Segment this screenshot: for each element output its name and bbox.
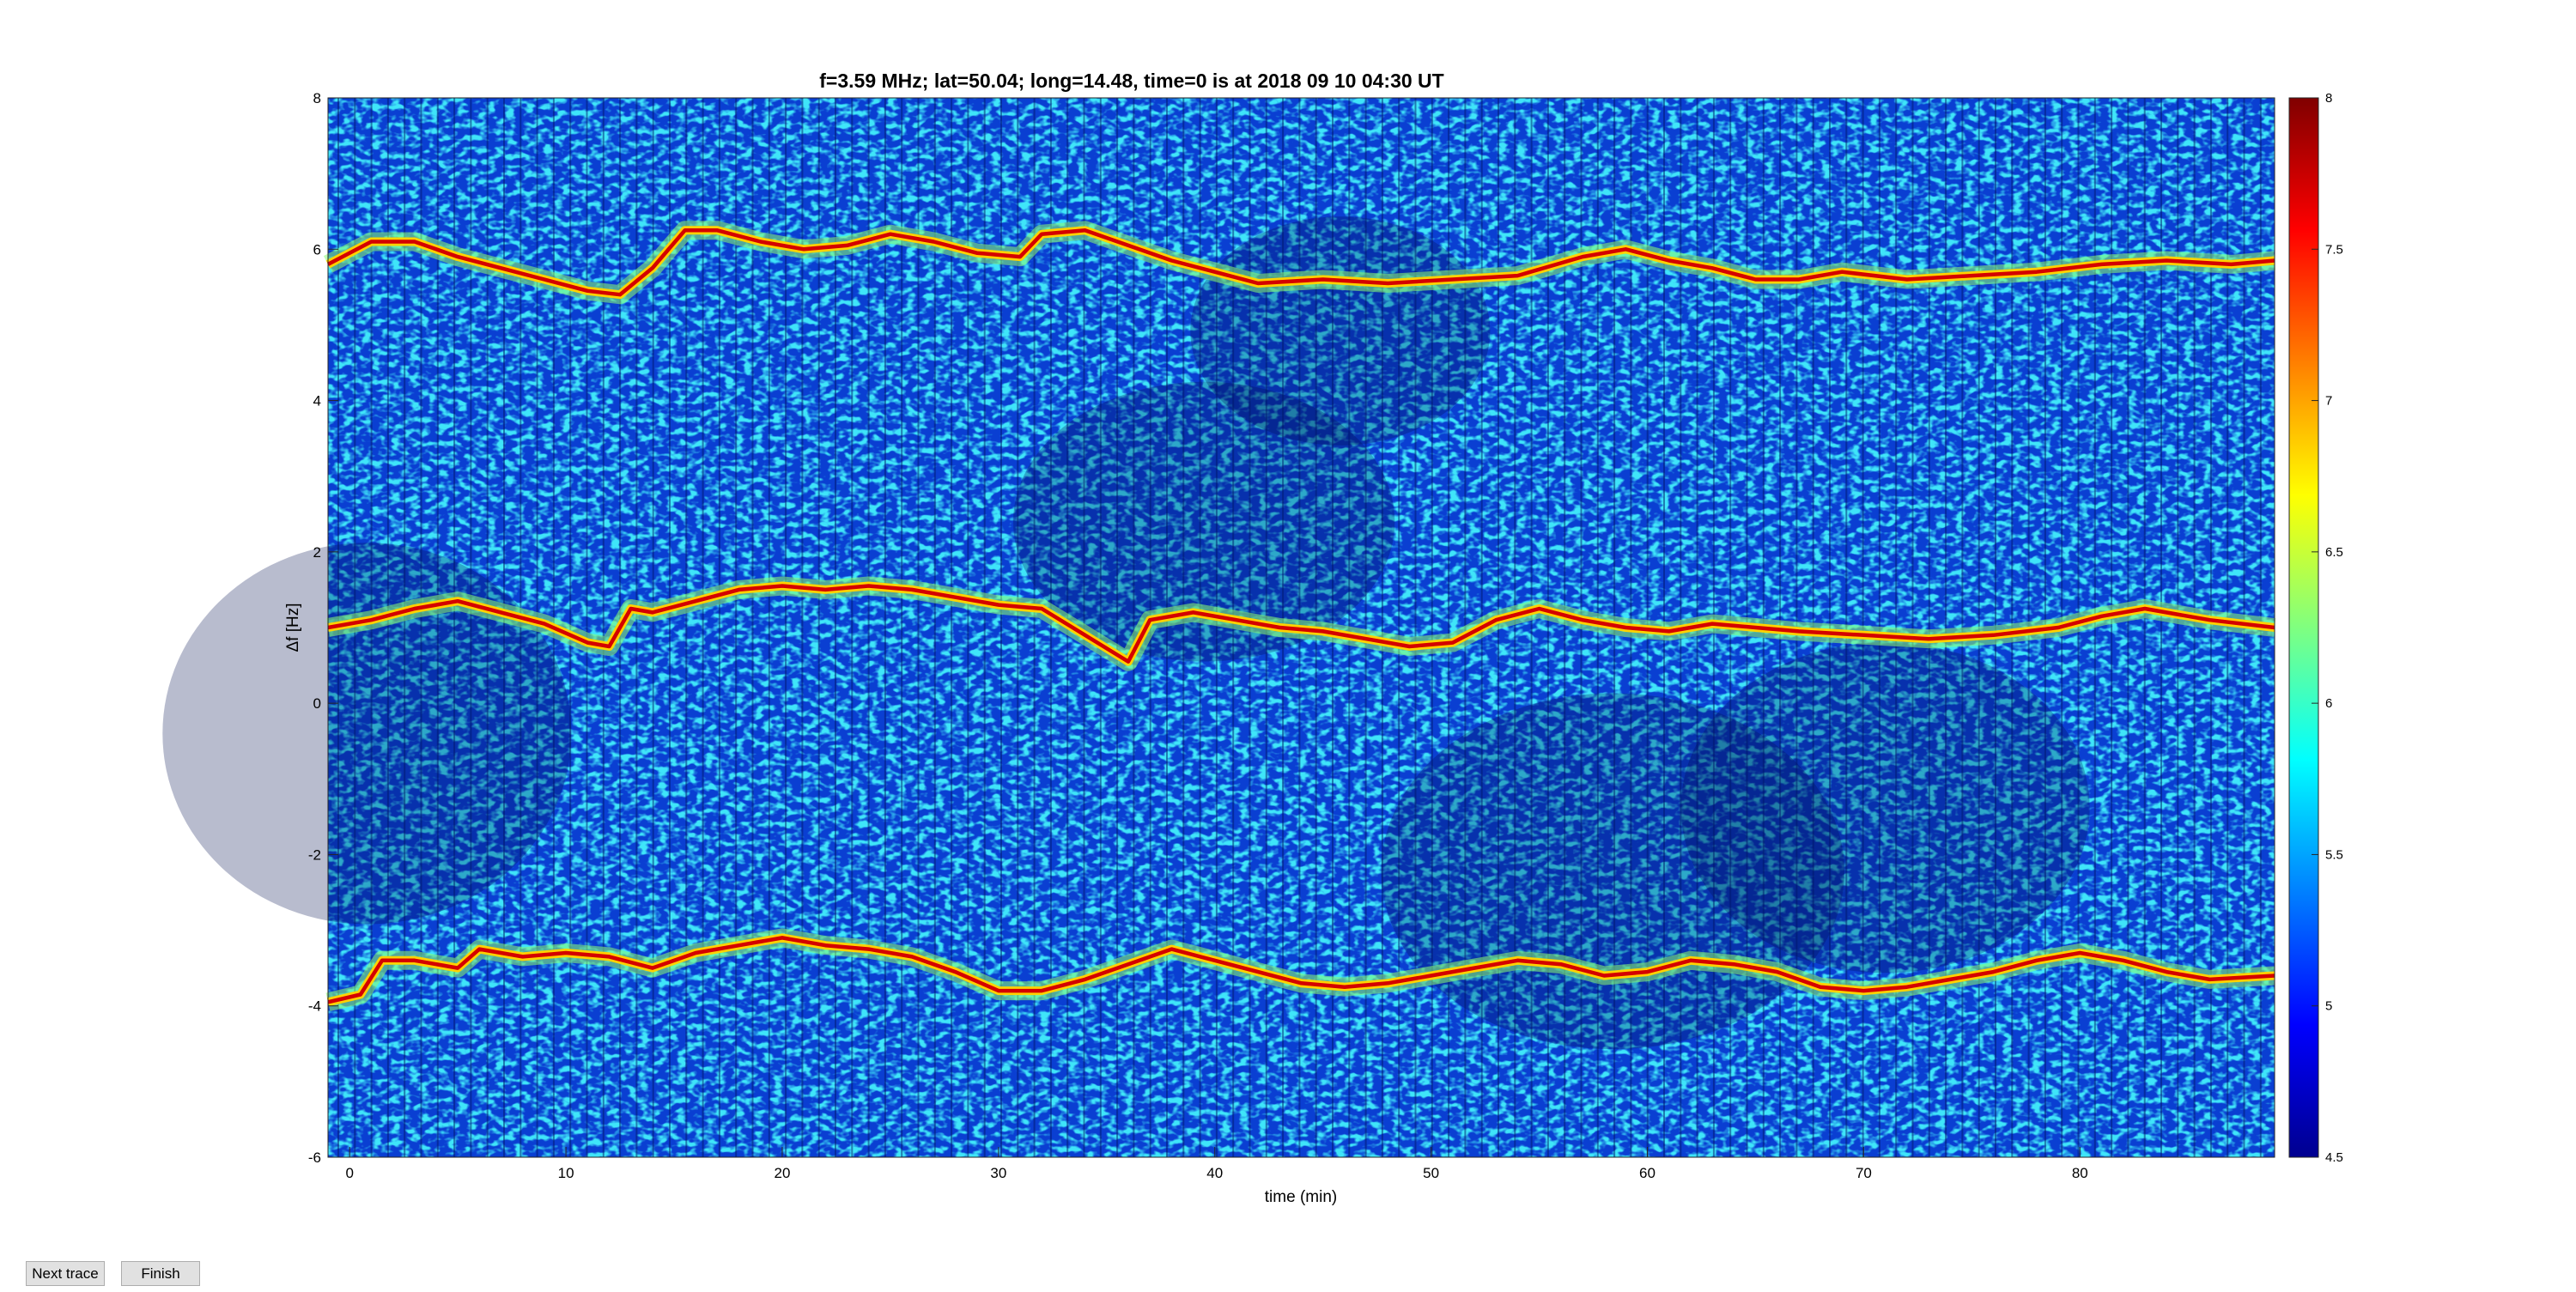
- next-trace-button[interactable]: Next trace: [26, 1261, 105, 1286]
- x-tick-label: 20: [775, 1165, 791, 1181]
- x-tick-label: 30: [990, 1165, 1006, 1181]
- chart-title: f=3.59 MHz; lat=50.04; long=14.48, time=…: [819, 70, 1443, 92]
- colorbar-tick-label: 5: [2325, 999, 2332, 1014]
- x-tick-label: 70: [1856, 1165, 1872, 1181]
- plot-area: [162, 97, 2276, 1158]
- y-tick-label: 4: [313, 393, 321, 409]
- colorbar-ticks: 4.5 5 5.5 6 6.5 7 7.5 8: [2312, 91, 2343, 1165]
- figure: f=3.59 MHz; lat=50.04; long=14.48, time=…: [162, 70, 2343, 1206]
- trace-line: [327, 936, 2275, 1004]
- x-tick-label: 80: [2072, 1165, 2088, 1181]
- x-tick-label: 10: [558, 1165, 574, 1181]
- dark-patch: [1680, 642, 2090, 974]
- colorbar-tick-label: 7: [2325, 394, 2332, 409]
- colorbar-tick-label: 5.5: [2325, 847, 2343, 862]
- x-tick-label: 40: [1206, 1165, 1223, 1181]
- y-tick-label: -2: [308, 846, 321, 863]
- y-tick-label: -4: [308, 998, 321, 1015]
- dark-patch: [1190, 216, 1491, 446]
- trace-line: [326, 228, 2275, 297]
- y-tick-label: 6: [313, 241, 321, 258]
- x-tick-label: 0: [345, 1165, 353, 1181]
- x-axis-label: time (min): [1265, 1188, 1337, 1206]
- colorbar-gradient: [2288, 97, 2319, 1158]
- colorbar-tick-label: 4.5: [2325, 1150, 2343, 1165]
- y-axis-label: Δf [Hz]: [284, 603, 302, 652]
- colorbar-tick-label: 6.5: [2325, 545, 2343, 560]
- y-tick-label: 0: [313, 695, 321, 712]
- colorbar-tick-label: 7.5: [2325, 242, 2343, 257]
- y-tick-label: -6: [308, 1149, 321, 1166]
- colorbar-tick-label: 6: [2325, 696, 2332, 711]
- plot-frame: [327, 97, 2275, 1158]
- y-axis: -6 -4 -2 0 2 4 6 8: [308, 90, 338, 1166]
- trace-line: [327, 584, 2275, 664]
- y-tick-label: 8: [313, 90, 321, 106]
- colorbar-tick-label: 8: [2325, 91, 2332, 106]
- x-axis: 0 10 20 30 40 50 60 70 80: [345, 1147, 2088, 1181]
- finish-button[interactable]: Finish: [121, 1261, 200, 1286]
- x-tick-label: 60: [1639, 1165, 1656, 1181]
- dark-patch: [162, 543, 572, 925]
- colorbar: 4.5 5 5.5 6 6.5 7 7.5 8: [2288, 91, 2343, 1165]
- y-tick-label: 2: [313, 544, 321, 561]
- traces: [323, 221, 2276, 1012]
- x-tick-label: 50: [1423, 1165, 1439, 1181]
